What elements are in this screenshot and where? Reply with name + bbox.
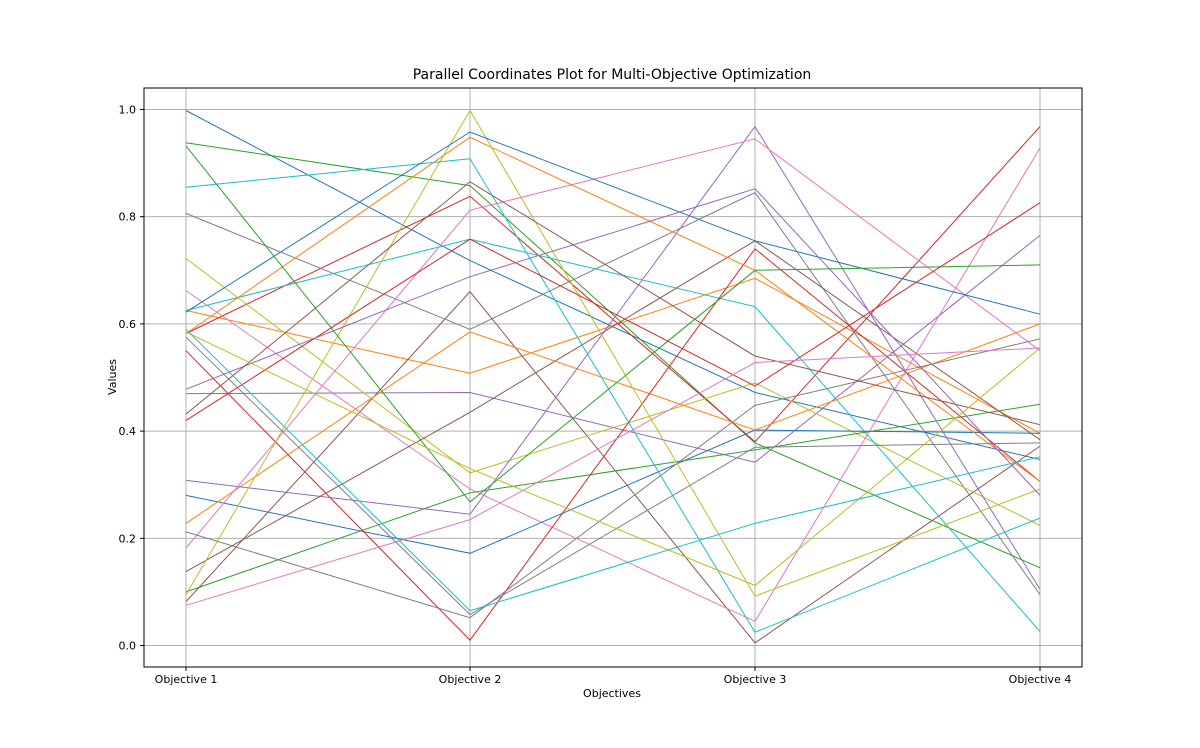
series-line-22 [185, 136, 1041, 482]
x-tick-label: Objective 2 [439, 673, 502, 686]
chart-title: Parallel Coordinates Plot for Multi-Obje… [413, 67, 812, 83]
x-axis-label: Objectives [583, 687, 641, 700]
plot-frame [143, 87, 1083, 668]
series-line-3 [185, 142, 1041, 569]
y-axis-label: Values [106, 359, 119, 395]
x-tick-label: Objective 1 [155, 673, 218, 686]
y-tick-label: 0.0 [119, 640, 137, 653]
series-line-11 [185, 429, 1041, 554]
grid-lines [144, 88, 1082, 667]
y-tick-label: 0.8 [119, 211, 137, 224]
series-line-14 [185, 248, 1041, 641]
y-tick-label: 0.6 [119, 318, 137, 331]
y-tick-label: 1.0 [119, 103, 137, 116]
series-line-28 [185, 336, 1041, 616]
series-line-9 [185, 258, 1041, 526]
series-line-17 [185, 138, 1041, 549]
series-line-5 [185, 235, 1041, 463]
y-axis-ticks: 0.0 0.2 0.4 0.6 0.8 1.0 [119, 103, 144, 653]
series-line-10 [185, 238, 1041, 632]
x-tick-label: Objective 4 [1009, 673, 1072, 686]
series-line-25 [185, 188, 1041, 496]
x-tick-label: Objective 3 [724, 673, 787, 686]
series-line-15 [185, 125, 1041, 590]
series-line-24 [185, 202, 1041, 421]
series-line-20 [185, 158, 1041, 633]
y-tick-label: 0.4 [119, 425, 137, 438]
series-line-18 [185, 338, 1041, 619]
series-line-7 [185, 147, 1041, 623]
series-lines [185, 109, 1041, 644]
series-line-6 [185, 290, 1041, 644]
series-line-12 [185, 323, 1041, 524]
x-axis-ticks: Objective 1 Objective 2 Objective 3 Objecti… [155, 667, 1072, 686]
series-line-4 [185, 126, 1041, 443]
series-line-29 [185, 331, 1041, 587]
series-line-23 [185, 145, 1041, 503]
series-line-19 [185, 109, 1041, 597]
series-line-30 [185, 328, 1041, 612]
series-line-27 [185, 347, 1041, 606]
series-line-2 [185, 277, 1041, 434]
series-line-21 [185, 131, 1041, 315]
series-line-13 [185, 403, 1041, 593]
series-line-26 [185, 181, 1041, 426]
series-line-8 [185, 191, 1041, 595]
series-line-16 [185, 240, 1041, 573]
y-tick-label: 0.2 [119, 532, 137, 545]
